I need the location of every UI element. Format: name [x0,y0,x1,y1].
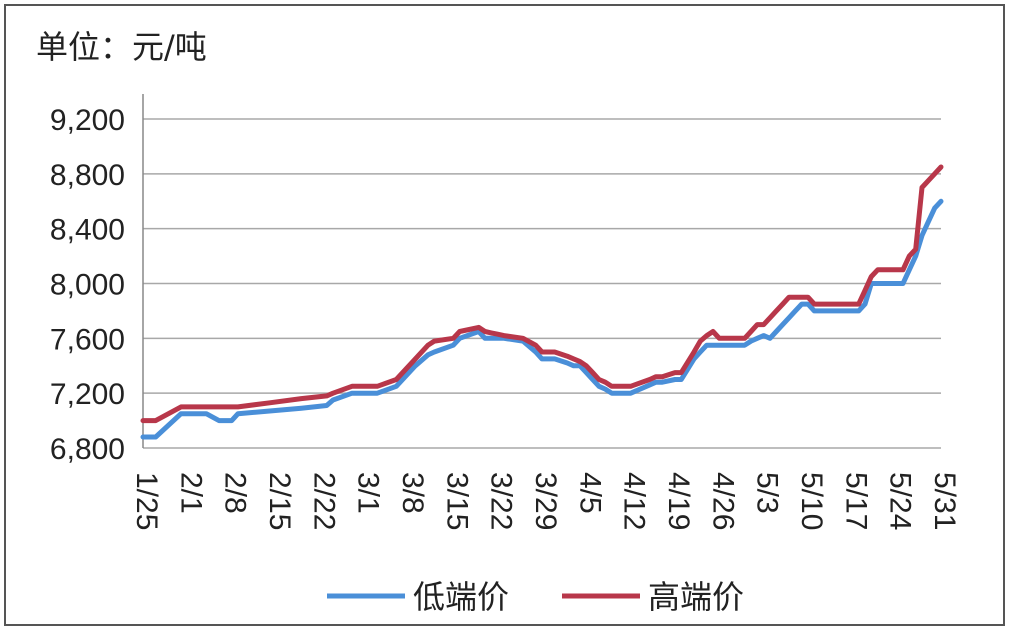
x-axis: 1/25 2/1 2/8 2/15 2/22 3/1 3/8 3/15 3/22 3/29 4/5 4… [130,472,961,530]
y-tick-label: 8,000 [50,269,125,302]
series-line-high [140,164,944,424]
x-tick-label: 3/22 [485,472,518,530]
x-tick-label: 4/12 [618,472,651,530]
x-tick-label: 3/29 [529,472,562,530]
y-tick-label: 8,400 [50,214,125,247]
unit-label: 单位：元/吨 [36,28,207,66]
legend-label: 低端价 [413,578,509,616]
series-line-low [140,198,944,440]
y-tick-label: 6,800 [50,433,125,466]
x-tick-label: 5/17 [839,472,872,530]
x-tick-label: 5/24 [884,472,917,530]
y-tick-label: 7,200 [50,378,125,411]
x-tick-label: 4/26 [706,472,739,530]
x-tick-label: 5/31 [928,472,961,530]
legend-label: 高端价 [648,578,744,616]
y-axis: 6,800 7,200 7,600 8,000 8,400 8,800 9,200 [50,94,144,466]
x-tick-label: 5/3 [751,472,784,514]
x-tick-label: 3/1 [352,472,385,514]
y-tick-label: 7,600 [50,323,125,356]
x-tick-label: 2/15 [263,472,296,530]
legend: 低端价 高端价 [327,578,744,616]
chart-frame [4,4,1005,626]
x-tick-label: 2/1 [174,472,207,514]
grid-lines [143,118,941,449]
y-tick-label: 9,200 [50,104,125,137]
x-tick-label: 3/15 [440,472,473,530]
x-tick-label: 2/8 [219,472,252,514]
y-tick-label: 8,800 [50,159,125,192]
series-lines [140,164,944,440]
x-tick-label: 2/22 [307,472,340,530]
x-tick-label: 3/8 [396,472,429,514]
x-tick-label: 4/19 [662,472,695,530]
x-tick-label: 1/25 [130,472,163,530]
x-tick-label: 4/5 [573,472,606,514]
x-tick-label: 5/10 [795,472,828,530]
